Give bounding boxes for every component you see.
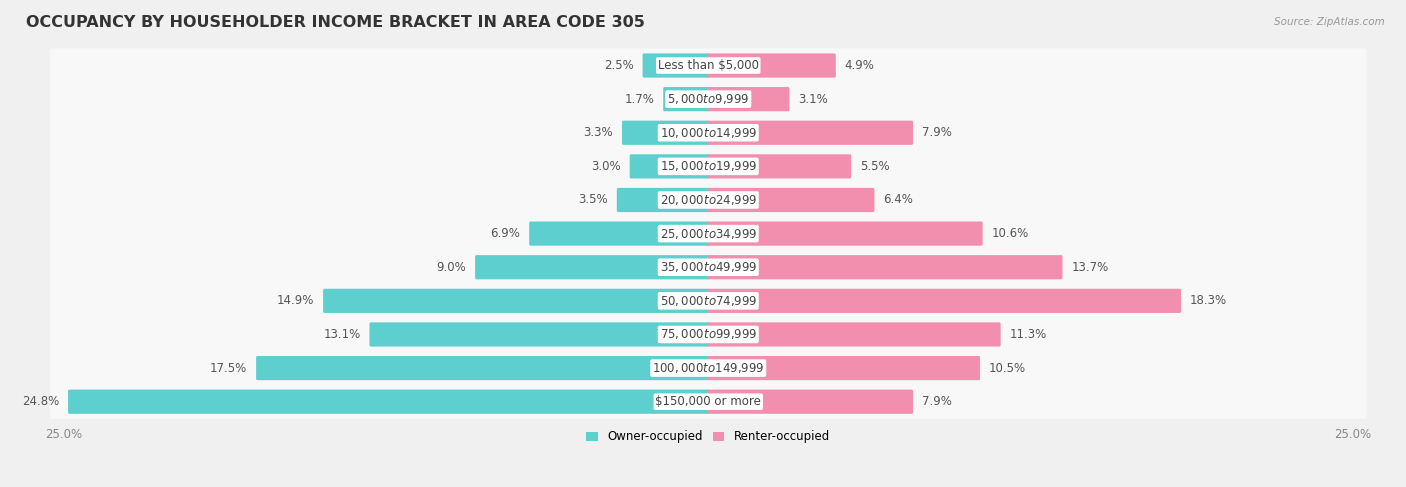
Text: 10.5%: 10.5% [988,361,1026,375]
Text: 3.0%: 3.0% [591,160,620,173]
Text: 3.5%: 3.5% [578,193,607,206]
FancyBboxPatch shape [51,385,1367,419]
Text: 3.3%: 3.3% [583,126,613,139]
FancyBboxPatch shape [51,284,1367,318]
FancyBboxPatch shape [707,87,789,111]
Text: $20,000 to $24,999: $20,000 to $24,999 [659,193,756,207]
FancyBboxPatch shape [617,188,710,212]
FancyBboxPatch shape [707,222,983,246]
FancyBboxPatch shape [707,188,875,212]
Text: 14.9%: 14.9% [277,294,314,307]
FancyBboxPatch shape [370,322,710,347]
FancyBboxPatch shape [323,289,710,313]
Text: $150,000 or more: $150,000 or more [655,395,761,408]
FancyBboxPatch shape [51,318,1367,352]
Text: 18.3%: 18.3% [1189,294,1227,307]
FancyBboxPatch shape [707,255,1063,280]
FancyBboxPatch shape [51,149,1367,184]
FancyBboxPatch shape [67,390,710,414]
Text: 9.0%: 9.0% [436,261,465,274]
Text: $75,000 to $99,999: $75,000 to $99,999 [659,327,756,341]
Text: 3.1%: 3.1% [799,93,828,106]
FancyBboxPatch shape [643,54,710,77]
Text: $50,000 to $74,999: $50,000 to $74,999 [659,294,756,308]
FancyBboxPatch shape [51,82,1367,116]
FancyBboxPatch shape [51,351,1367,385]
FancyBboxPatch shape [707,154,851,178]
FancyBboxPatch shape [621,121,710,145]
FancyBboxPatch shape [51,183,1367,217]
FancyBboxPatch shape [256,356,710,380]
Text: 1.7%: 1.7% [624,93,654,106]
Text: 24.8%: 24.8% [21,395,59,408]
Text: 6.9%: 6.9% [491,227,520,240]
Text: OCCUPANCY BY HOUSEHOLDER INCOME BRACKET IN AREA CODE 305: OCCUPANCY BY HOUSEHOLDER INCOME BRACKET … [25,15,644,30]
Text: 5.5%: 5.5% [860,160,890,173]
FancyBboxPatch shape [51,250,1367,284]
FancyBboxPatch shape [707,322,1001,347]
Text: 7.9%: 7.9% [922,395,952,408]
Text: $100,000 to $149,999: $100,000 to $149,999 [652,361,765,375]
Text: $10,000 to $14,999: $10,000 to $14,999 [659,126,756,140]
Text: 6.4%: 6.4% [883,193,914,206]
Text: $5,000 to $9,999: $5,000 to $9,999 [666,92,749,106]
FancyBboxPatch shape [51,216,1367,251]
FancyBboxPatch shape [707,54,835,77]
Text: $25,000 to $34,999: $25,000 to $34,999 [659,226,756,241]
FancyBboxPatch shape [51,115,1367,150]
Text: 17.5%: 17.5% [209,361,247,375]
Legend: Owner-occupied, Renter-occupied: Owner-occupied, Renter-occupied [582,426,835,448]
Text: 7.9%: 7.9% [922,126,952,139]
Text: 11.3%: 11.3% [1010,328,1047,341]
Text: 10.6%: 10.6% [991,227,1029,240]
Text: 2.5%: 2.5% [603,59,634,72]
FancyBboxPatch shape [707,121,912,145]
Text: $15,000 to $19,999: $15,000 to $19,999 [659,159,756,173]
Text: Source: ZipAtlas.com: Source: ZipAtlas.com [1274,17,1385,27]
Text: 13.7%: 13.7% [1071,261,1109,274]
FancyBboxPatch shape [707,356,980,380]
FancyBboxPatch shape [664,87,710,111]
FancyBboxPatch shape [529,222,710,246]
FancyBboxPatch shape [51,48,1367,83]
FancyBboxPatch shape [630,154,710,178]
Text: Less than $5,000: Less than $5,000 [658,59,759,72]
FancyBboxPatch shape [707,289,1181,313]
Text: 13.1%: 13.1% [323,328,360,341]
Text: 4.9%: 4.9% [845,59,875,72]
Text: $35,000 to $49,999: $35,000 to $49,999 [659,260,756,274]
FancyBboxPatch shape [707,390,912,414]
FancyBboxPatch shape [475,255,710,280]
